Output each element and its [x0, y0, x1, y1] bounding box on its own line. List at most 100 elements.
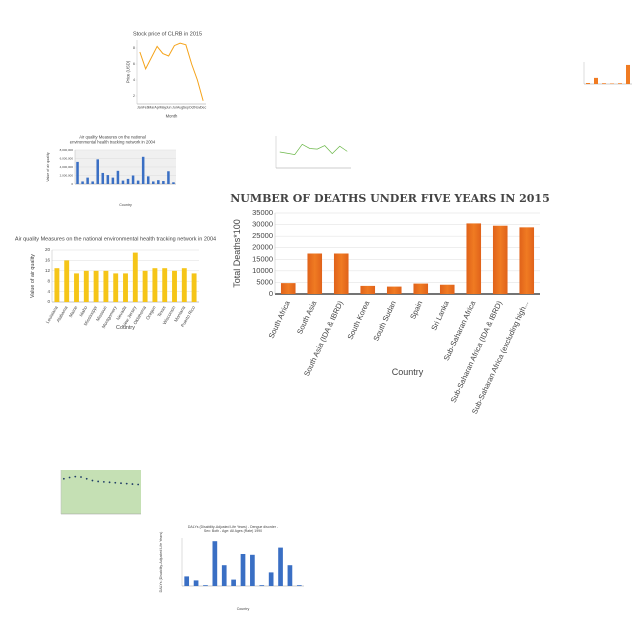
bar — [492, 225, 508, 294]
bar — [439, 284, 455, 294]
y-tick-label: 20 — [45, 247, 51, 252]
y-tick-label: 25000 — [252, 231, 273, 240]
bar — [81, 181, 84, 184]
bar — [162, 268, 168, 302]
x-tick-label: Maine — [68, 305, 79, 319]
bar — [184, 576, 190, 586]
point — [62, 477, 65, 480]
y-tick-label: 6,000,000 — [60, 156, 74, 160]
bar — [113, 273, 119, 302]
point — [102, 480, 105, 483]
bar — [136, 180, 140, 184]
bar — [307, 253, 323, 294]
bar — [466, 223, 482, 294]
point — [114, 481, 117, 484]
y-tick-label: 6 — [133, 62, 135, 66]
point — [108, 481, 111, 484]
y-tick-label: 0 — [47, 299, 50, 304]
x-tick-label: Texas — [156, 304, 167, 317]
x-tick-label: Mar — [148, 105, 155, 109]
bar — [172, 182, 175, 184]
x-axis-label: Country — [237, 607, 250, 611]
point — [120, 482, 122, 485]
bar — [157, 180, 160, 184]
bar — [203, 585, 208, 586]
point — [80, 476, 82, 478]
bar — [626, 64, 630, 84]
x-axis-label: Month — [166, 114, 178, 119]
y-axis-label: Value of air quality — [46, 152, 50, 182]
y-tick-label: 2,000,000 — [60, 173, 74, 177]
y-axis-label: DALYs (Disability-Adjusted Life Years) — [159, 532, 163, 593]
y-tick-label: 12 — [45, 268, 51, 273]
y-tick-label: 35000 — [252, 208, 273, 217]
y-axis-label: Value of air quality — [30, 254, 36, 298]
x-tick-label: May — [160, 105, 167, 109]
y-tick-label: 20000 — [252, 243, 273, 252]
y-tick-label: 8,000,000 — [60, 148, 74, 152]
point — [74, 475, 77, 478]
bar — [86, 177, 89, 184]
bar — [101, 172, 105, 184]
bar — [618, 83, 622, 84]
line — [139, 42, 204, 101]
y-tick-label: 0 — [71, 182, 73, 186]
bar — [91, 181, 94, 184]
point — [125, 482, 128, 485]
x-axis-label: Country — [116, 325, 135, 331]
bar — [268, 572, 274, 586]
y-tick-label: 5000 — [256, 277, 273, 286]
x-tick-label: Sep — [183, 105, 189, 109]
bar — [126, 178, 130, 184]
bar — [132, 252, 138, 302]
bar — [123, 273, 128, 302]
chart-title: Stock price of CLRB in 2015 — [133, 31, 202, 37]
bar — [152, 268, 158, 302]
bar — [111, 177, 115, 184]
bar — [172, 270, 177, 302]
bar — [181, 268, 187, 302]
bar — [74, 273, 79, 302]
bar — [103, 270, 109, 302]
x-axis-label: Country — [119, 203, 132, 207]
bar — [296, 585, 302, 586]
y-tick-label: 10000 — [252, 266, 273, 275]
line — [279, 143, 348, 155]
point — [68, 476, 71, 479]
bar — [93, 270, 99, 302]
x-tick-label: Jul — [172, 105, 177, 109]
point — [85, 477, 88, 480]
x-tick-label: Jan — [137, 105, 143, 109]
bar — [141, 156, 145, 184]
y-tick-label: 15000 — [252, 254, 273, 263]
y-tick-label: 4 — [47, 289, 50, 294]
bar — [333, 253, 349, 294]
chart-title: DALYs (Disability-Adjusted Life Years) -… — [188, 525, 279, 533]
x-tick-label: Nov — [194, 105, 200, 109]
point — [97, 480, 100, 483]
chart-title: Air quality Measures on the national env… — [15, 236, 216, 242]
bar — [280, 283, 296, 294]
bar — [519, 227, 535, 294]
point — [131, 483, 134, 485]
bar — [250, 554, 255, 586]
point — [137, 483, 140, 486]
bar — [116, 170, 120, 184]
bar — [76, 161, 79, 184]
bar — [231, 579, 236, 586]
x-axis-label: Country — [392, 367, 424, 377]
y-tick-label: 2 — [133, 94, 135, 98]
point — [91, 479, 94, 482]
x-tick-label: Feb — [143, 105, 149, 109]
x-tick-label: Dec — [200, 105, 206, 109]
chart-title: NUMBER OF DEATHS UNDER FIVE YEARS IN 201… — [230, 192, 549, 205]
bar — [212, 541, 218, 586]
x-tick-label: Oct — [189, 105, 194, 109]
bar — [594, 77, 598, 84]
bar — [142, 270, 148, 302]
bar — [146, 176, 150, 184]
y-axis-label: Price (USD) — [126, 60, 131, 83]
bar — [193, 580, 199, 586]
